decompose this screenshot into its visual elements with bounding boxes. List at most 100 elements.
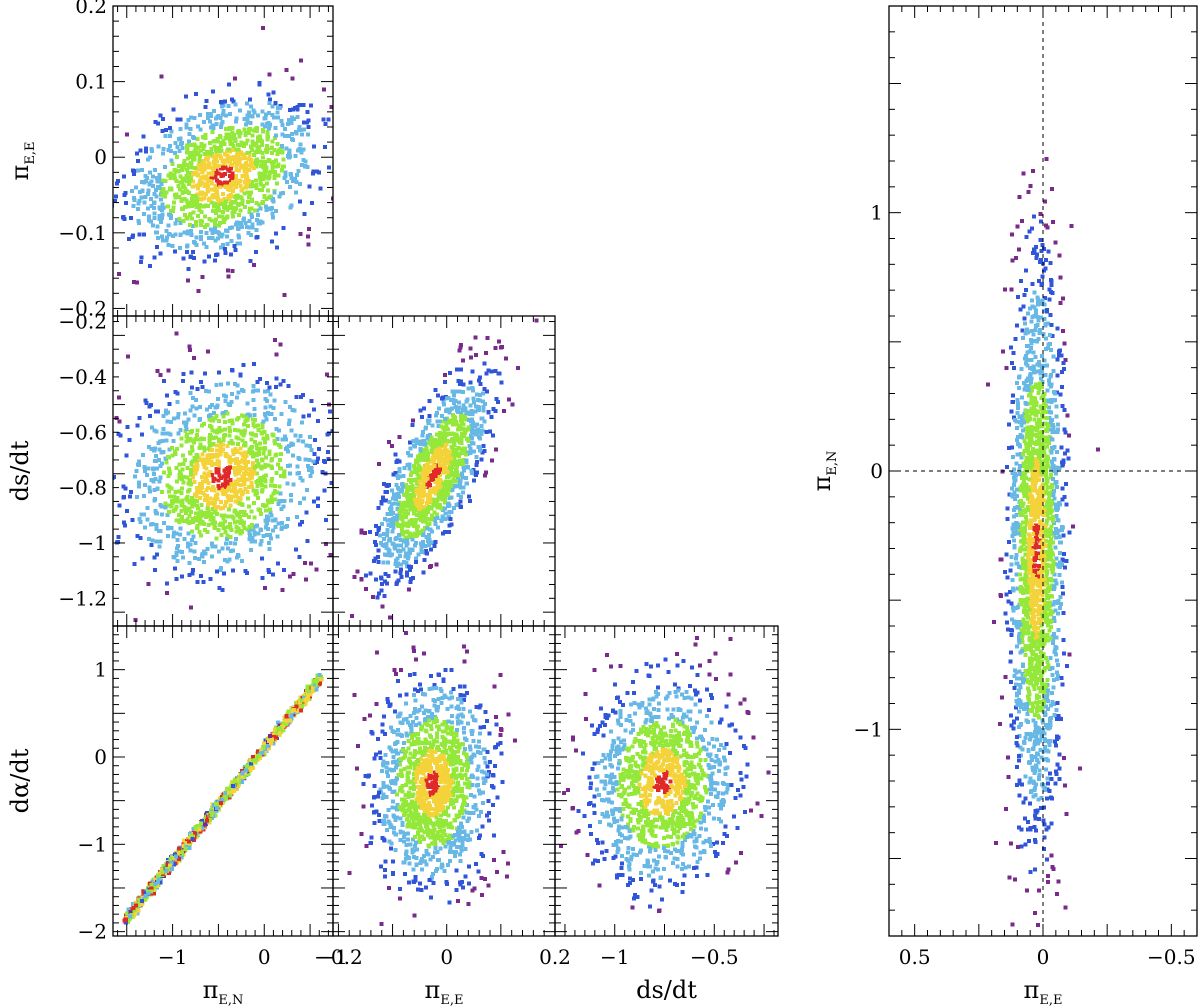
data-point [262,430,267,435]
data-point [157,217,162,222]
data-point [154,176,159,181]
data-point [179,855,184,860]
data-point [255,471,260,476]
data-point [259,539,264,543]
data-point [143,483,148,488]
data-point [210,501,215,506]
data-point [247,97,252,102]
data-point [188,255,193,259]
data-point [188,436,193,441]
data-point [228,521,233,526]
data-point [443,500,448,505]
data-point [216,230,221,235]
data-point [237,465,242,469]
data-point [178,532,183,537]
data-point [198,533,203,538]
data-point [269,494,274,499]
data-point [282,474,287,479]
data-point [175,559,180,563]
data-point [239,220,244,225]
data-point [192,480,197,485]
data-point [398,489,403,494]
data-point [234,167,239,172]
data-point [230,136,235,141]
data-point [157,528,162,533]
data-point [364,587,368,592]
data-point [267,451,272,456]
data-point [164,190,169,195]
data-point [178,174,183,179]
data-point [214,252,218,257]
data-point [267,158,272,163]
data-point [452,441,457,446]
data-point [458,414,463,419]
data-point [180,168,185,172]
data-point [240,200,245,205]
data-point [194,204,199,209]
data-point [295,107,300,112]
data-point [383,490,388,495]
data-point [248,259,253,263]
data-point [454,453,459,458]
data-point [336,73,340,77]
data-point [219,513,224,518]
data-point [241,413,246,418]
data-point [186,139,191,144]
data-point [201,513,206,518]
data-point [449,458,454,463]
data-point [439,519,444,523]
data-point [429,517,434,522]
data-point [232,508,237,513]
data-point [174,551,179,556]
data-point [202,436,207,441]
data-point [217,199,222,204]
data-point [262,586,267,591]
data-point [194,458,199,463]
data-point [175,155,180,159]
data-point [136,207,140,212]
data-point [206,112,210,116]
data-point [194,92,199,97]
data-point [297,182,302,186]
data-point [469,409,474,414]
data-point [190,199,195,204]
data-point [225,187,230,192]
data-point [259,182,263,187]
data-point [214,210,218,215]
data-point [493,346,498,351]
data-point [173,176,177,181]
data-point [177,469,182,474]
data-point [223,504,228,509]
data-point [210,544,215,549]
data-point [232,520,237,525]
data-point [266,567,271,572]
data-point [231,458,235,463]
data-point [473,424,477,429]
data-point [423,458,427,462]
data-point [236,526,241,531]
data-point [241,471,246,476]
data-point [287,148,292,153]
data-point [217,419,222,424]
data-point [408,446,413,451]
data-point [446,395,451,400]
data-point [170,162,175,167]
data-point [473,335,478,340]
data-point [220,119,225,124]
data-point [217,370,222,375]
data-point [208,496,213,501]
data-point [240,474,245,479]
data-point [203,214,207,219]
data-point [199,143,204,147]
data-point [295,464,300,469]
data-point [178,142,183,147]
data-point [327,431,332,436]
data-point [234,529,239,534]
data-point [202,421,207,426]
data-point [195,198,200,203]
data-point [118,433,123,438]
data-point [401,473,406,478]
data-point [160,512,164,517]
data-point [196,186,201,191]
